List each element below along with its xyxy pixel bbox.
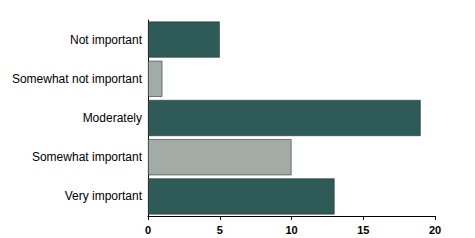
svg-text:10: 10 (285, 224, 297, 236)
svg-text:Very important: Very important (65, 189, 143, 203)
svg-text:20: 20 (429, 224, 441, 236)
svg-text:Moderately: Moderately (83, 111, 142, 125)
svg-text:15: 15 (357, 224, 369, 236)
svg-text:5: 5 (217, 224, 223, 236)
svg-text:Somewhat not important: Somewhat not important (12, 72, 143, 86)
svg-text:Somewhat important: Somewhat important (32, 150, 143, 164)
svg-text:0: 0 (145, 224, 151, 236)
svg-text:Not important: Not important (70, 33, 143, 47)
